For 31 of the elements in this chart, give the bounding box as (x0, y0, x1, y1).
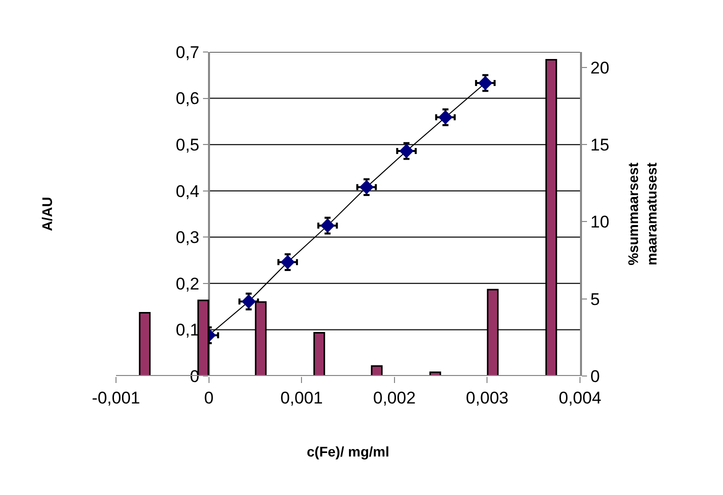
x-axis-title: c(Fe)/ mg/ml (306, 444, 390, 460)
bar (313, 332, 326, 376)
point (438, 110, 453, 124)
y-tick-label: 0,4 (176, 182, 200, 201)
y-tick-label: 0,2 (176, 274, 200, 294)
y2-tick-label: 20 (590, 58, 610, 78)
y2-tick-label: 15 (590, 136, 610, 155)
x-tick-label: 0 (204, 388, 214, 408)
point (280, 254, 295, 270)
point (320, 218, 335, 233)
bar (370, 365, 383, 376)
y2-axis-title: %summaarsest maaramatusest (625, 162, 660, 266)
point (242, 294, 256, 309)
x-tick-label: 0,003 (466, 388, 508, 408)
y-tick-label: 0,3 (176, 228, 200, 248)
y2-tick-label: 0 (590, 366, 600, 386)
x-tick-label: 0,001 (280, 388, 323, 408)
point (359, 180, 374, 194)
y-tick-label: 0,7 (176, 42, 200, 62)
x-tick-label: -0,001 (92, 388, 140, 408)
y-axis-title: A/AU (39, 196, 56, 232)
point (478, 76, 492, 90)
y2-tick-label: 5 (590, 290, 600, 309)
point (399, 144, 414, 158)
bar (138, 312, 151, 376)
y-tick-label: 0,6 (176, 89, 200, 108)
x-tick-label: 0,004 (558, 388, 602, 408)
y-tick-label: 0,1 (176, 320, 200, 340)
x-tick-label: 0,002 (373, 388, 416, 408)
y2-tick-label: 10 (590, 212, 610, 232)
y-tick-label: 0,5 (176, 136, 200, 155)
